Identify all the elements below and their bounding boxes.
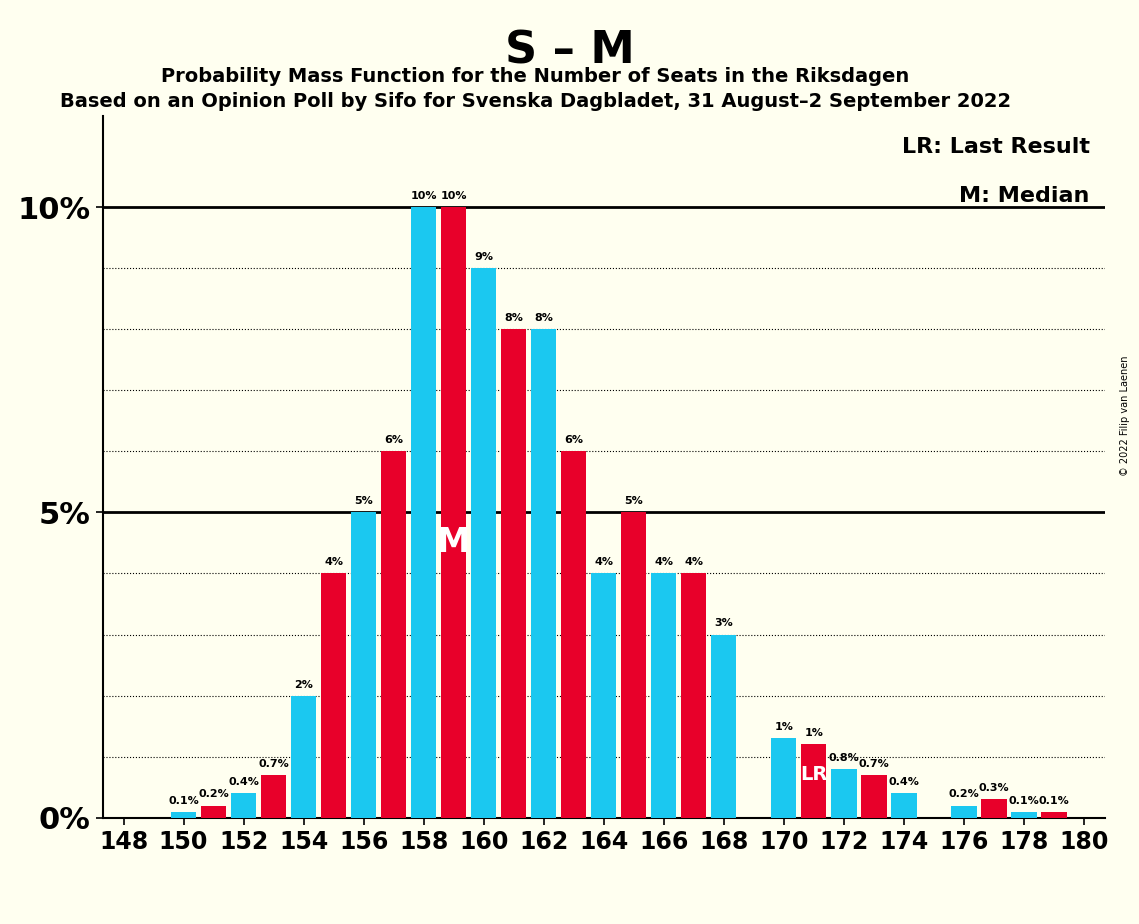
Text: 0.7%: 0.7% [859, 759, 890, 769]
Text: 0.3%: 0.3% [978, 784, 1009, 794]
Bar [290, 696, 317, 818]
Text: 4%: 4% [654, 557, 673, 567]
Bar [261, 775, 286, 818]
Text: 3%: 3% [714, 618, 734, 628]
Text: 0.2%: 0.2% [949, 789, 980, 799]
Bar [981, 799, 1007, 818]
Text: 8%: 8% [534, 313, 554, 323]
Bar [411, 207, 436, 818]
Bar [501, 329, 526, 818]
Text: 0.1%: 0.1% [1039, 796, 1070, 806]
Text: 1%: 1% [775, 723, 793, 732]
Bar [560, 451, 587, 818]
Text: M: Median: M: Median [959, 186, 1090, 206]
Text: 4%: 4% [685, 557, 703, 567]
Bar [231, 794, 256, 818]
Bar [591, 574, 616, 818]
Text: 4%: 4% [595, 557, 613, 567]
Bar [650, 574, 677, 818]
Bar [200, 806, 227, 818]
Text: 0.2%: 0.2% [198, 789, 229, 799]
Text: 0.4%: 0.4% [228, 777, 259, 787]
Text: LR: Last Result: LR: Last Result [902, 137, 1090, 156]
Bar [321, 574, 346, 818]
Bar [771, 738, 796, 818]
Text: Probability Mass Function for the Number of Seats in the Riksdagen: Probability Mass Function for the Number… [162, 67, 909, 86]
Text: 0.1%: 0.1% [169, 796, 199, 806]
Text: 0.7%: 0.7% [259, 759, 289, 769]
Text: 4%: 4% [325, 557, 343, 567]
Bar [441, 207, 466, 818]
Text: Based on an Opinion Poll by Sifo for Svenska Dagbladet, 31 August–2 September 20: Based on an Opinion Poll by Sifo for Sve… [59, 92, 1011, 112]
Text: 1%: 1% [804, 728, 823, 738]
Bar [831, 769, 857, 818]
Bar [470, 268, 497, 818]
Bar [531, 329, 557, 818]
Text: 0.4%: 0.4% [888, 777, 919, 787]
Text: 0.1%: 0.1% [1008, 796, 1039, 806]
Bar [1041, 811, 1066, 818]
Text: 6%: 6% [564, 435, 583, 445]
Text: 2%: 2% [294, 679, 313, 689]
Bar [351, 513, 376, 818]
Bar [891, 794, 917, 818]
Text: LR: LR [800, 765, 827, 784]
Text: 9%: 9% [474, 252, 493, 262]
Bar [621, 513, 647, 818]
Text: 0.8%: 0.8% [828, 753, 859, 763]
Bar [951, 806, 976, 818]
Text: 8%: 8% [505, 313, 523, 323]
Text: © 2022 Filip van Laenen: © 2022 Filip van Laenen [1121, 356, 1130, 476]
Text: 5%: 5% [354, 496, 372, 506]
Bar [681, 574, 706, 818]
Bar [711, 635, 737, 818]
Text: 5%: 5% [624, 496, 644, 506]
Bar [171, 811, 196, 818]
Text: 6%: 6% [384, 435, 403, 445]
Bar [801, 745, 827, 818]
Bar [1011, 811, 1036, 818]
Bar [380, 451, 407, 818]
Text: 10%: 10% [410, 191, 437, 201]
Bar [861, 775, 886, 818]
Text: S – M: S – M [505, 30, 634, 73]
Text: 10%: 10% [441, 191, 467, 201]
Text: M: M [437, 527, 470, 559]
